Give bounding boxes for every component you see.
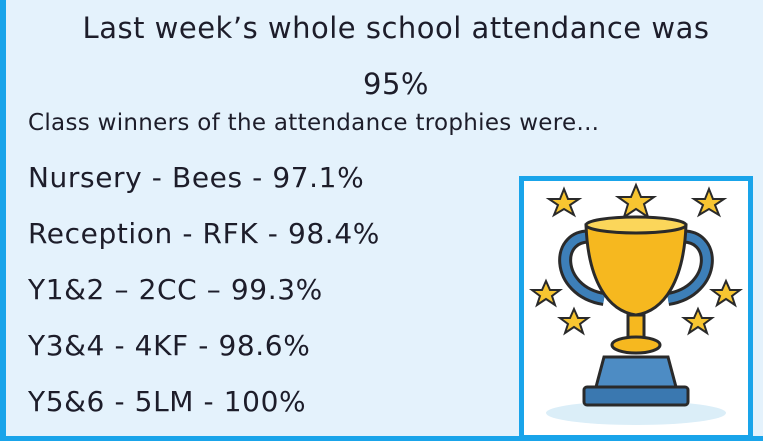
winner-item: Y1&2 – 2CC – 99.3% <box>28 268 380 324</box>
winners-list: Nursery - Bees - 97.1%Reception - RFK - … <box>28 156 380 436</box>
subheading: Class winners of the attendance trophies… <box>28 110 599 136</box>
attendance-card: Last week’s whole school attendance was … <box>0 0 763 441</box>
heading: Last week’s whole school attendance was … <box>66 0 726 112</box>
winner-item: Y3&4 - 4KF - 98.6% <box>28 324 380 380</box>
winner-item: Nursery - Bees - 97.1% <box>28 156 380 212</box>
trophy-image <box>519 176 753 440</box>
trophy <box>524 181 748 435</box>
winner-item: Reception - RFK - 98.4% <box>28 212 380 268</box>
winner-item: Y5&6 - 5LM - 100% <box>28 380 380 436</box>
